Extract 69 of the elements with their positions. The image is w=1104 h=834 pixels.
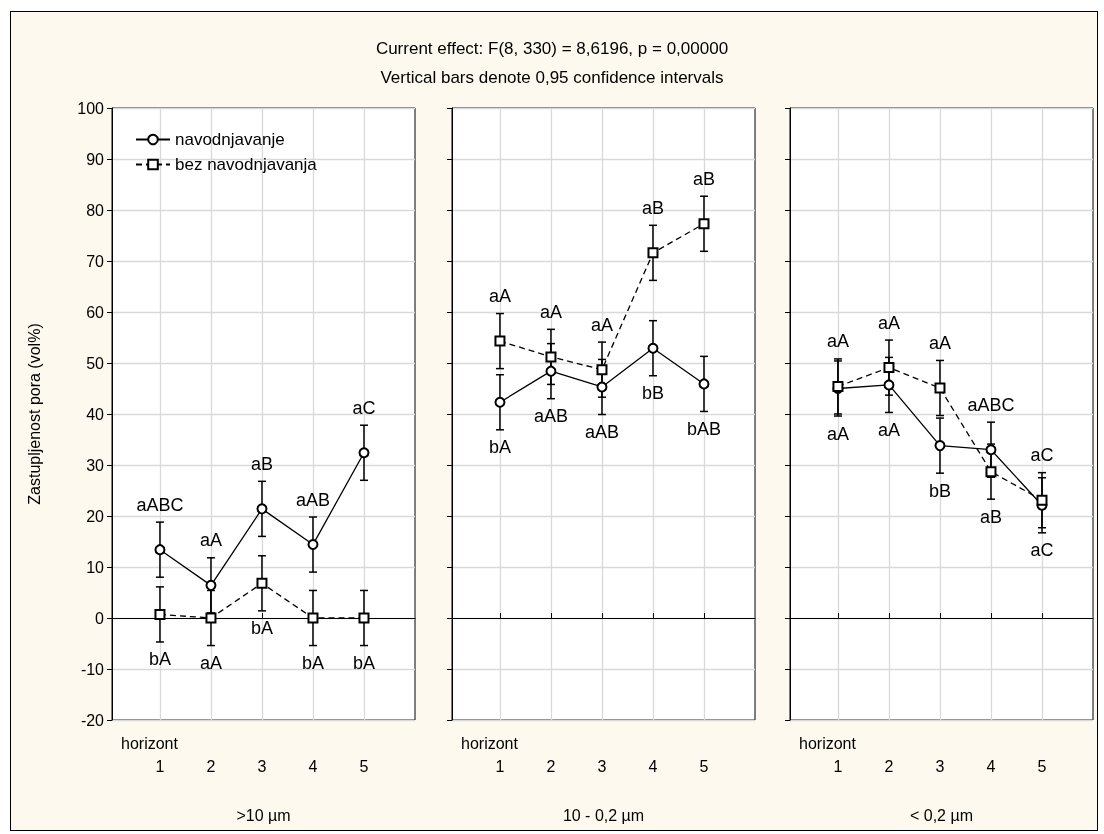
x-tick-label: 2 (206, 757, 216, 775)
y-tick-label: 100 (77, 99, 105, 117)
data-label: aABC (967, 394, 1015, 415)
data-label: aB (979, 506, 1002, 527)
y-tick-label: 20 (86, 507, 105, 525)
data-label: aAB (295, 489, 330, 510)
data-label: bA (250, 618, 273, 639)
y-tick-label: 50 (86, 354, 105, 372)
x-tick-label: 2 (546, 757, 556, 775)
data-label: aABC (136, 494, 184, 515)
x-tick-label: 4 (308, 757, 318, 775)
data-label: aA (877, 312, 900, 333)
data-label: aA (928, 332, 951, 353)
x-tick-label: 3 (257, 757, 267, 775)
data-label: bA (352, 653, 376, 674)
y-tick-label: 10 (86, 558, 105, 576)
text: 10 - 0,2 µm (562, 806, 645, 824)
data-label: bA (301, 653, 324, 674)
data-label: aA (826, 423, 849, 444)
data-label: aA (199, 530, 222, 551)
x-tick-label: 3 (597, 757, 607, 775)
x-tick-label: 3 (935, 757, 945, 775)
y-tick-label: -20 (80, 711, 105, 729)
data-label: bB (641, 383, 664, 404)
data-label: bAB (686, 418, 722, 439)
data-label: bB (928, 480, 951, 501)
data-label: aA (199, 653, 222, 674)
data-label: aC (352, 397, 376, 418)
data-label: aA (826, 331, 849, 352)
y-tick-label: 40 (86, 405, 105, 423)
data-label: bA (488, 437, 511, 458)
text: < 0,2 µm (909, 806, 974, 824)
y-axis-title: Zastupljenost pora (vol%) (25, 323, 43, 505)
data-label: aB (250, 453, 273, 474)
x-axis-title: horizont (799, 734, 857, 752)
y-tick-label: 60 (86, 303, 105, 321)
y-tick-label: 90 (86, 150, 105, 168)
x-tick-label: 5 (1037, 757, 1047, 775)
y-tick-label: 0 (95, 609, 105, 627)
data-label: aA (877, 419, 900, 440)
data-label: aC (1030, 540, 1054, 561)
data-label: aC (1030, 445, 1054, 466)
data-label: aA (488, 286, 511, 307)
y-tick-label: -10 (80, 660, 105, 678)
x-tick-label: 2 (884, 757, 894, 775)
x-tick-label: 4 (648, 757, 658, 775)
legend-label: navodnjavanje (175, 130, 285, 149)
data-label: aA (539, 301, 562, 322)
x-tick-label: 5 (359, 757, 369, 775)
x-tick-label: 4 (986, 757, 996, 775)
data-label: aB (641, 197, 664, 218)
chart-title: Current effect: F(8, 330) = 8,6196, p = 0,00000 (374, 38, 730, 60)
data-label: aAB (584, 422, 619, 443)
data-label: aAB (533, 406, 568, 427)
text: >10 µm (236, 806, 291, 824)
x-axis-title: horizont (461, 734, 519, 752)
data-label: bA (148, 649, 171, 670)
data-label: aB (692, 168, 716, 189)
y-tick-label: 30 (86, 456, 105, 474)
legend-label: bez navodnjavanja (175, 155, 318, 174)
x-axis-title: horizont (121, 734, 179, 752)
x-tick-label: 1 (495, 757, 505, 775)
chart-subtitle: Vertical bars denote 0,95 confidence intervals (379, 67, 725, 89)
x-tick-label: 5 (699, 757, 709, 775)
data-label: aA (590, 314, 613, 335)
x-tick-label: 1 (155, 757, 165, 775)
y-tick-label: 80 (86, 201, 105, 219)
x-tick-label: 1 (833, 757, 843, 775)
y-tick-label: 70 (86, 252, 105, 270)
